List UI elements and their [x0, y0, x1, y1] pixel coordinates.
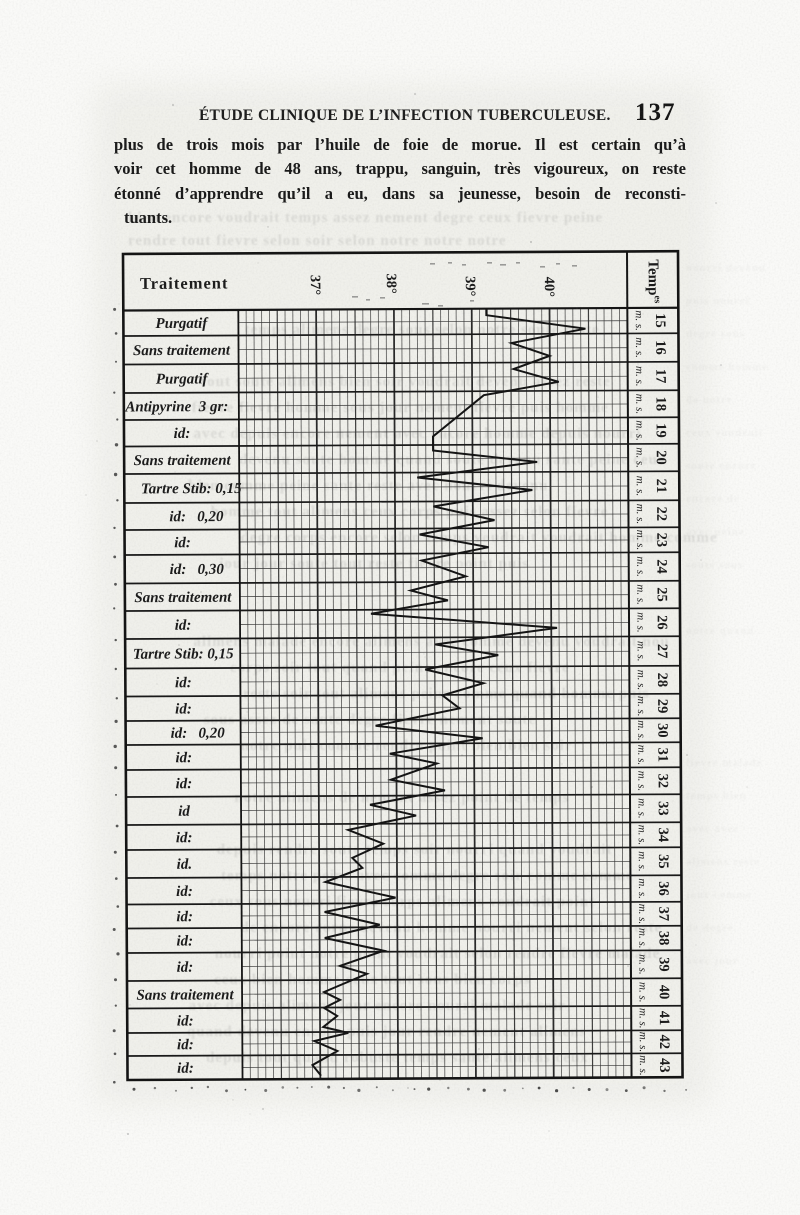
svg-text:id:: id:: [175, 750, 192, 766]
svg-text:m. s.: m. s.: [635, 798, 647, 819]
svg-text:id: id: [178, 804, 190, 820]
svg-text:m. s.: m. s.: [634, 447, 646, 468]
svg-text:m. s.: m. s.: [634, 556, 646, 577]
svg-text:id:: id:: [176, 909, 193, 925]
svg-text:m. s.: m. s.: [635, 745, 647, 766]
svg-text:28: 28: [654, 673, 670, 688]
svg-text:m. s.: m. s.: [633, 366, 645, 387]
svg-text:Purgatif: Purgatif: [155, 316, 209, 332]
svg-text:20: 20: [653, 450, 669, 465]
svg-text:Traitement: Traitement: [140, 273, 229, 292]
svg-text:m. s.: m. s.: [635, 641, 647, 662]
svg-text:40: 40: [656, 985, 672, 1000]
svg-text:39°: 39°: [462, 276, 478, 297]
svg-text:35: 35: [655, 854, 671, 869]
svg-text:m. s.: m. s.: [635, 720, 647, 741]
svg-text:16: 16: [652, 340, 668, 355]
svg-text:Purgatif: Purgatif: [156, 371, 210, 387]
svg-text:29: 29: [654, 699, 670, 714]
svg-text:id:: id:: [176, 884, 193, 900]
svg-text:m. s.: m. s.: [634, 584, 646, 605]
svg-text:id:: id:: [177, 1037, 194, 1053]
svg-text:Tempes: Tempes: [645, 259, 662, 303]
svg-text:id:: id:: [175, 675, 192, 691]
svg-text:39: 39: [656, 957, 672, 972]
svg-text:m. s.: m. s.: [634, 476, 646, 497]
svg-text:m. s.: m. s.: [636, 825, 648, 846]
svg-text:37°: 37°: [307, 275, 323, 296]
svg-text:15: 15: [652, 313, 668, 328]
svg-text:id:: id:: [175, 618, 192, 634]
svg-text:32: 32: [655, 774, 671, 789]
svg-text:id:: id:: [176, 776, 193, 792]
svg-text:m. s.: m. s.: [637, 1032, 649, 1053]
svg-text:37: 37: [655, 907, 671, 922]
svg-text:19: 19: [653, 423, 669, 438]
svg-text:m. s.: m. s.: [635, 696, 647, 717]
svg-text:m. s.: m. s.: [634, 530, 646, 551]
svg-text:Sans traitement: Sans traitement: [133, 343, 231, 359]
svg-text:17: 17: [652, 369, 668, 384]
svg-text:id:: id:: [174, 426, 191, 442]
svg-text:27: 27: [654, 644, 670, 659]
svg-text:33: 33: [655, 801, 671, 816]
svg-text:id: 0,20: id: 0,20: [171, 726, 226, 742]
svg-text:21: 21: [653, 479, 669, 494]
svg-text:Tartre Stib: 0,15: Tartre Stib: 0,15: [133, 646, 234, 663]
svg-text:26: 26: [654, 615, 670, 630]
svg-text:30: 30: [654, 723, 670, 738]
svg-text:m. s.: m. s.: [633, 394, 645, 415]
svg-text:m. s.: m. s.: [637, 1055, 649, 1076]
svg-text:Antipyrine 3 gr:: Antipyrine 3 gr:: [124, 399, 228, 416]
svg-text:42: 42: [656, 1035, 672, 1050]
svg-text:id:: id:: [177, 1061, 194, 1077]
svg-text:43: 43: [656, 1058, 672, 1073]
svg-text:id: 0,20: id: 0,20: [169, 509, 224, 525]
svg-text:34: 34: [655, 828, 671, 843]
svg-text:38: 38: [655, 931, 671, 946]
svg-text:18: 18: [652, 397, 668, 412]
svg-text:m. s.: m. s.: [636, 982, 648, 1003]
svg-text:id:: id:: [177, 960, 194, 976]
svg-text:40°: 40°: [541, 277, 557, 298]
svg-text:m. s.: m. s.: [636, 954, 648, 975]
svg-text:Sans traitement: Sans traitement: [136, 987, 234, 1003]
svg-text:m. s.: m. s.: [634, 612, 646, 633]
svg-text:id:: id:: [177, 1013, 194, 1029]
svg-text:m. s.: m. s.: [635, 670, 647, 691]
svg-text:Sans traitement: Sans traitement: [134, 590, 232, 606]
svg-text:m. s.: m. s.: [636, 878, 648, 899]
svg-text:m. s.: m. s.: [636, 904, 648, 925]
svg-text:31: 31: [654, 748, 670, 763]
svg-text:22: 22: [653, 507, 669, 522]
svg-text:id:: id:: [176, 830, 193, 846]
svg-text:m. s.: m. s.: [636, 851, 648, 872]
svg-text:36: 36: [655, 881, 671, 896]
svg-text:id:: id:: [175, 701, 192, 717]
svg-text:m. s.: m. s.: [637, 1008, 649, 1029]
svg-text:24: 24: [653, 559, 669, 574]
svg-text:38°: 38°: [383, 273, 399, 294]
svg-text:id:: id:: [176, 933, 193, 949]
svg-text:m. s.: m. s.: [634, 504, 646, 525]
svg-text:41: 41: [656, 1011, 672, 1026]
svg-text:Sans traitement: Sans traitement: [134, 453, 232, 469]
svg-text:m. s.: m. s.: [635, 771, 647, 792]
svg-text:25: 25: [654, 587, 670, 602]
svg-text:m. s.: m. s.: [633, 310, 645, 331]
svg-text:m. s.: m. s.: [633, 337, 645, 358]
svg-text:Tartre Stib: 0,15: Tartre Stib: 0,15: [141, 481, 242, 498]
svg-text:id.: id.: [177, 857, 193, 873]
svg-text:id:: id:: [174, 535, 191, 551]
svg-text:23: 23: [653, 533, 669, 548]
svg-text:m. s.: m. s.: [636, 928, 648, 949]
svg-text:m. s.: m. s.: [633, 420, 645, 441]
svg-text:id: 0,30: id: 0,30: [170, 562, 225, 578]
